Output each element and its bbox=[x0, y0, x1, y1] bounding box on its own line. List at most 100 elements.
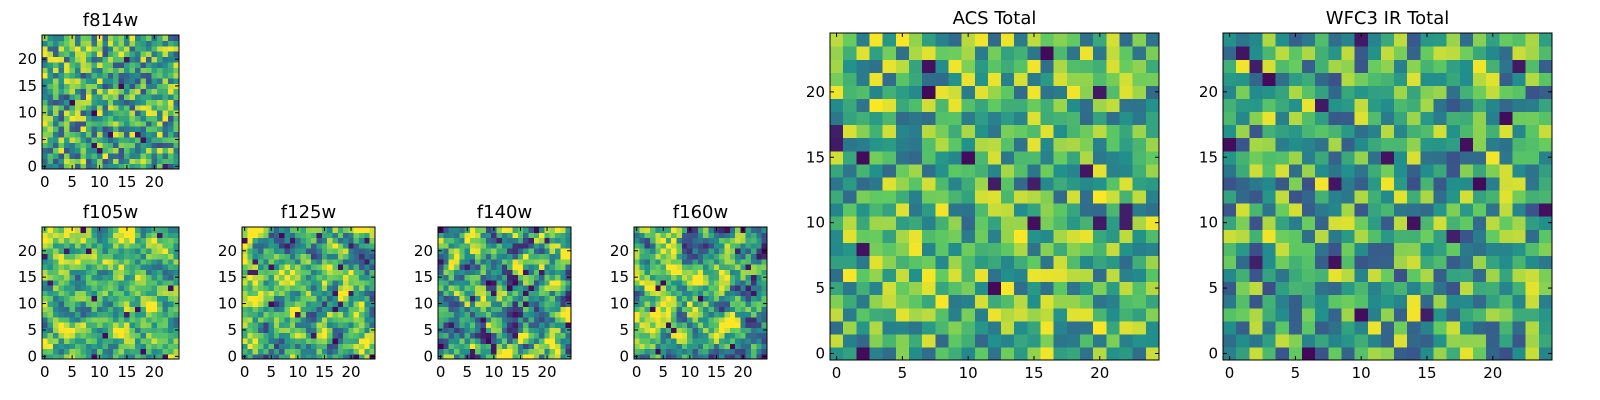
heatmap-cell bbox=[124, 306, 131, 313]
heatmap-cell bbox=[263, 332, 270, 339]
heatmap-cell bbox=[485, 290, 492, 297]
heatmap-cell bbox=[1473, 294, 1487, 309]
heatmap-cell bbox=[687, 279, 694, 286]
heatmap-cell bbox=[660, 274, 667, 281]
heatmap-cell bbox=[151, 322, 158, 328]
heatmap-cell bbox=[316, 322, 323, 328]
heatmap-cell bbox=[135, 35, 142, 41]
heatmap-cell bbox=[305, 237, 312, 244]
heatmap-cell bbox=[124, 152, 131, 159]
heatmap-cell bbox=[279, 337, 286, 344]
heatmap-cell bbox=[162, 248, 169, 254]
heatmap-cell bbox=[1341, 242, 1356, 256]
heatmap-cell bbox=[252, 237, 259, 244]
heatmap-cell bbox=[1420, 294, 1435, 309]
heatmap-cell bbox=[830, 294, 844, 309]
heatmap-cell bbox=[665, 327, 672, 334]
heatmap-cell bbox=[507, 258, 514, 265]
heatmap-cell bbox=[316, 279, 323, 286]
heatmap-cell bbox=[1132, 333, 1147, 348]
heatmap-cell bbox=[555, 274, 561, 281]
heatmap-cell bbox=[332, 348, 339, 355]
heatmap-cell bbox=[135, 115, 142, 122]
heatmap-cell bbox=[252, 353, 259, 360]
heatmap-cell bbox=[961, 281, 976, 296]
heatmap-cell bbox=[311, 258, 318, 265]
heatmap-cell bbox=[129, 316, 136, 323]
heatmap-cell bbox=[634, 279, 640, 286]
heatmap-cell bbox=[1512, 346, 1527, 361]
heatmap-cell bbox=[162, 311, 169, 318]
heatmap-cell bbox=[908, 268, 923, 283]
heatmap-cell bbox=[364, 274, 371, 281]
heatmap-cell bbox=[491, 311, 498, 318]
heatmap-cell bbox=[80, 142, 87, 149]
heatmap-cell bbox=[676, 227, 683, 233]
heatmap-cell bbox=[1328, 137, 1343, 152]
heatmap-cell bbox=[665, 232, 672, 239]
heatmap-cell bbox=[961, 346, 976, 361]
heatmap-cell bbox=[687, 248, 694, 254]
heatmap-cell bbox=[1301, 255, 1316, 270]
heatmap-cell bbox=[327, 343, 334, 350]
heatmap-cell bbox=[1486, 111, 1500, 126]
heatmap-cell bbox=[1249, 33, 1264, 47]
heatmap-cell bbox=[1420, 33, 1435, 47]
heatmap-cell bbox=[305, 353, 312, 360]
heatmap-cell bbox=[935, 111, 950, 126]
heatmap-cell bbox=[1262, 150, 1277, 165]
heatmap-cell bbox=[644, 237, 651, 244]
heatmap-cell bbox=[1080, 281, 1094, 296]
heatmap-cell bbox=[252, 327, 259, 334]
heatmap-cell bbox=[649, 242, 656, 249]
heatmap-cell bbox=[639, 269, 646, 276]
heatmap-cell bbox=[129, 300, 136, 307]
heatmap-cell bbox=[1407, 163, 1421, 178]
heatmap-cell bbox=[1538, 150, 1553, 165]
heatmap-cell bbox=[1132, 281, 1147, 296]
heatmap-cell bbox=[1380, 294, 1395, 309]
heatmap-cell bbox=[135, 327, 142, 334]
x-tick-label: 10 bbox=[1352, 364, 1371, 382]
heatmap-cell bbox=[544, 290, 551, 297]
heatmap-cell bbox=[162, 274, 169, 281]
heatmap-cell bbox=[1394, 294, 1408, 309]
heatmap-cell bbox=[539, 311, 545, 318]
heatmap-cell bbox=[321, 253, 328, 260]
heatmap-cell bbox=[1119, 33, 1134, 47]
heatmap-cell bbox=[85, 332, 92, 339]
heatmap-cell bbox=[295, 343, 302, 350]
heatmap-cell bbox=[305, 343, 312, 350]
heatmap-cell bbox=[129, 248, 136, 254]
heatmap-cell bbox=[1223, 72, 1237, 86]
heatmap-cell bbox=[987, 216, 1002, 230]
heatmap-cell bbox=[655, 300, 662, 307]
y-tick-label: 0 bbox=[27, 347, 37, 365]
heatmap-cell bbox=[107, 45, 114, 52]
heatmap-cell bbox=[129, 253, 136, 260]
heatmap-cell bbox=[168, 237, 175, 244]
heatmap-cell bbox=[1538, 242, 1553, 256]
heatmap-cell bbox=[1249, 46, 1264, 60]
heatmap-cell bbox=[507, 316, 514, 323]
heatmap-cell bbox=[719, 242, 726, 249]
heatmap-cell bbox=[480, 253, 487, 260]
heatmap-cell bbox=[337, 258, 344, 265]
heatmap-cell bbox=[140, 348, 147, 355]
heatmap-cell bbox=[729, 327, 736, 334]
heatmap-cell bbox=[1223, 124, 1237, 139]
heatmap-cell bbox=[1328, 216, 1343, 230]
heatmap-cell bbox=[151, 158, 158, 165]
heatmap-cell bbox=[459, 232, 466, 239]
heatmap-cell bbox=[353, 306, 360, 313]
heatmap-cell bbox=[80, 285, 87, 291]
heatmap-cell bbox=[719, 285, 726, 291]
heatmap-cell bbox=[528, 290, 535, 297]
heatmap-cell bbox=[634, 306, 640, 313]
heatmap-cell bbox=[634, 322, 640, 328]
heatmap-cell bbox=[321, 263, 328, 270]
x-tick-label: 15 bbox=[511, 363, 530, 381]
heatmap-cell bbox=[448, 295, 455, 302]
heatmap-cell bbox=[1433, 307, 1448, 322]
heatmap-cell bbox=[496, 306, 503, 313]
